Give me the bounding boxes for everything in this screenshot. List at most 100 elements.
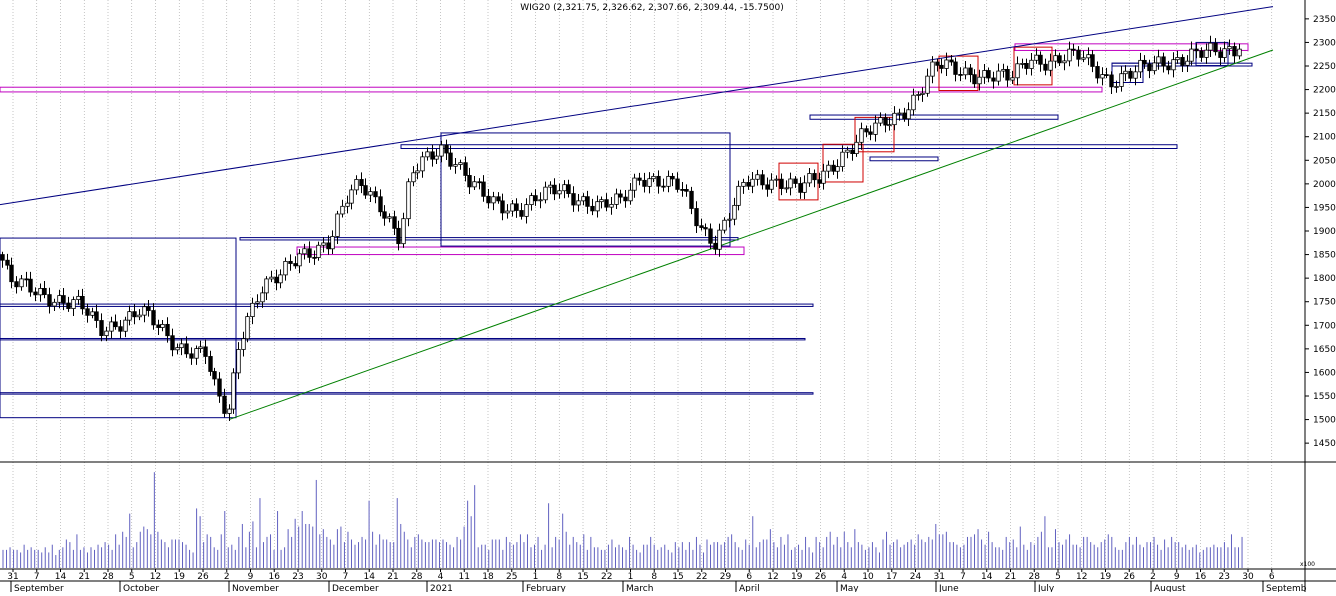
candle-up bbox=[599, 199, 604, 203]
candle-down bbox=[765, 184, 770, 190]
candle-down bbox=[486, 195, 491, 204]
candle-down bbox=[156, 324, 161, 328]
candle-down bbox=[1142, 59, 1147, 65]
candle-up bbox=[802, 182, 807, 193]
candle-down bbox=[689, 190, 694, 209]
candle-down bbox=[514, 203, 519, 211]
candle-down bbox=[694, 208, 699, 227]
candle-up bbox=[127, 311, 132, 321]
candle-up bbox=[1204, 49, 1209, 58]
date-tick-label: 22 bbox=[696, 572, 707, 582]
candle-down bbox=[798, 183, 803, 193]
date-tick-label: 9 bbox=[248, 572, 254, 582]
candle-down bbox=[448, 152, 453, 167]
candle-up bbox=[854, 141, 859, 155]
pattern-box bbox=[854, 116, 895, 153]
candle-up bbox=[524, 204, 529, 217]
candle-up bbox=[406, 181, 411, 220]
candle-up bbox=[609, 204, 614, 208]
candle-up bbox=[996, 70, 1001, 82]
candle-up bbox=[557, 190, 562, 195]
date-tick-label: 8 bbox=[651, 572, 657, 582]
candle-down bbox=[85, 308, 90, 316]
price-tick-label: 2250 bbox=[1313, 62, 1336, 72]
candle-up bbox=[345, 202, 350, 207]
candle-down bbox=[713, 242, 718, 250]
candle-down bbox=[208, 356, 213, 372]
price-tick-label: 1900 bbox=[1313, 227, 1336, 237]
candle-up bbox=[264, 278, 269, 294]
candle-down bbox=[902, 112, 907, 120]
price-tick-label: 2200 bbox=[1313, 86, 1336, 96]
candle-up bbox=[1237, 48, 1242, 57]
candle-up bbox=[1015, 63, 1020, 79]
candle-down bbox=[779, 178, 784, 189]
month-label: September bbox=[14, 584, 64, 592]
month-label: February bbox=[526, 584, 567, 592]
date-tick-label: 30 bbox=[316, 572, 328, 582]
candle-up bbox=[628, 189, 633, 202]
candle-down bbox=[680, 189, 685, 191]
candle-up bbox=[241, 338, 246, 350]
candle-up bbox=[835, 166, 840, 172]
candle-down bbox=[165, 323, 170, 337]
candle-up bbox=[727, 218, 732, 221]
price-tick-label: 1450 bbox=[1313, 439, 1336, 449]
candle-down bbox=[184, 343, 189, 355]
candle-up bbox=[944, 59, 949, 69]
candle-down bbox=[1005, 69, 1010, 81]
date-tick-label: 7 bbox=[34, 572, 40, 582]
candle-up bbox=[227, 408, 232, 414]
candle-down bbox=[939, 64, 944, 69]
candle-down bbox=[477, 181, 482, 184]
candle-down bbox=[274, 276, 279, 284]
candle-up bbox=[1081, 57, 1086, 60]
candle-up bbox=[977, 76, 982, 85]
candle-layer bbox=[0, 35, 1242, 421]
date-tick-label: 12 bbox=[767, 572, 778, 582]
candle-down bbox=[94, 311, 99, 321]
candle-down bbox=[146, 306, 151, 311]
candle-down bbox=[189, 353, 194, 359]
candle-up bbox=[1001, 69, 1006, 72]
candle-down bbox=[307, 248, 312, 258]
candle-down bbox=[444, 144, 449, 154]
date-tick-label: 1 bbox=[533, 572, 539, 582]
candle-down bbox=[118, 326, 123, 332]
date-tick-label: 26 bbox=[815, 572, 827, 582]
candle-up bbox=[906, 109, 911, 120]
candle-down bbox=[151, 310, 156, 326]
candle-down bbox=[66, 302, 71, 309]
candle-up bbox=[925, 75, 930, 94]
candle-down bbox=[1161, 56, 1166, 67]
candle-down bbox=[656, 175, 661, 187]
candle-down bbox=[222, 395, 227, 414]
support-resistance-box bbox=[400, 144, 1178, 150]
candle-up bbox=[269, 276, 274, 280]
candle-up bbox=[1185, 60, 1190, 66]
candle-up bbox=[769, 179, 774, 190]
candle-up bbox=[340, 205, 345, 215]
candle-up bbox=[415, 170, 420, 174]
candle-up bbox=[920, 92, 925, 95]
date-tick-label: 8 bbox=[556, 572, 562, 582]
candle-down bbox=[113, 321, 118, 328]
candle-up bbox=[1053, 55, 1058, 62]
candle-down bbox=[684, 189, 689, 192]
candle-up bbox=[245, 316, 250, 340]
candle-up bbox=[887, 124, 892, 127]
pattern-box bbox=[938, 55, 979, 92]
price-tick-label: 1500 bbox=[1313, 416, 1336, 426]
candle-up bbox=[982, 70, 987, 78]
price-tick-label: 1700 bbox=[1313, 321, 1336, 331]
candle-up bbox=[439, 144, 444, 157]
candle-up bbox=[529, 195, 534, 206]
candle-up bbox=[1034, 54, 1039, 61]
candle-up bbox=[538, 199, 543, 202]
candle-down bbox=[33, 291, 38, 296]
candle-down bbox=[61, 295, 66, 304]
candle-up bbox=[581, 196, 586, 202]
date-tick-label: 17 bbox=[886, 572, 897, 582]
